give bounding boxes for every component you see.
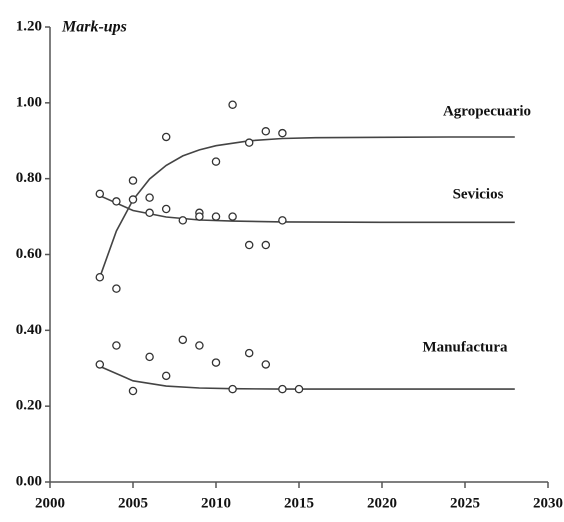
point [261, 127, 271, 136]
series-label: Agropecuario [443, 103, 531, 119]
point [261, 360, 271, 369]
point [161, 204, 171, 214]
y-tick-label: 0.20 [16, 398, 42, 414]
point [278, 216, 287, 225]
point [128, 386, 138, 396]
point [95, 189, 105, 199]
fit-line [99, 365, 515, 390]
point [294, 384, 304, 394]
y-tick-label: 0.40 [16, 322, 42, 338]
point [161, 132, 171, 142]
point [95, 272, 105, 282]
point [178, 216, 188, 225]
x-tick-label: 2030 [533, 495, 563, 511]
point [278, 128, 287, 138]
point [112, 197, 121, 206]
point [244, 240, 254, 250]
point [228, 212, 237, 221]
point [128, 176, 138, 185]
point [112, 284, 121, 293]
point [211, 157, 221, 166]
series-label: Manufactura [423, 339, 508, 355]
point [145, 208, 154, 218]
fit-line [99, 136, 515, 278]
x-tick-label: 2010 [201, 495, 231, 511]
point [145, 193, 154, 202]
x-tick-label: 2000 [35, 495, 65, 511]
x-tick-label: 2025 [450, 495, 480, 511]
point [278, 384, 287, 394]
point [244, 138, 254, 147]
point [211, 358, 221, 367]
point [195, 212, 204, 221]
point [112, 341, 121, 350]
point [195, 341, 204, 350]
y-tick-label: 1.20 [16, 18, 42, 34]
y-axis-label: Mark-ups [61, 19, 127, 36]
x-tick-label: 2020 [367, 495, 397, 511]
point [95, 360, 105, 369]
y-tick-label: 0.00 [16, 473, 42, 489]
y-tick-label: 0.80 [16, 170, 42, 186]
y-tick-label: 0.60 [16, 246, 42, 262]
point [261, 240, 271, 250]
series-label: Sevicios [453, 186, 504, 202]
point [161, 371, 171, 381]
y-tick-label: 1.00 [16, 94, 42, 110]
point [128, 195, 138, 204]
point [228, 100, 237, 109]
point [244, 348, 254, 358]
x-tick-label: 2015 [284, 495, 314, 511]
x-tick-label: 2005 [118, 495, 148, 511]
point [211, 212, 221, 221]
point [145, 352, 154, 362]
point [228, 384, 237, 394]
point [178, 335, 188, 345]
